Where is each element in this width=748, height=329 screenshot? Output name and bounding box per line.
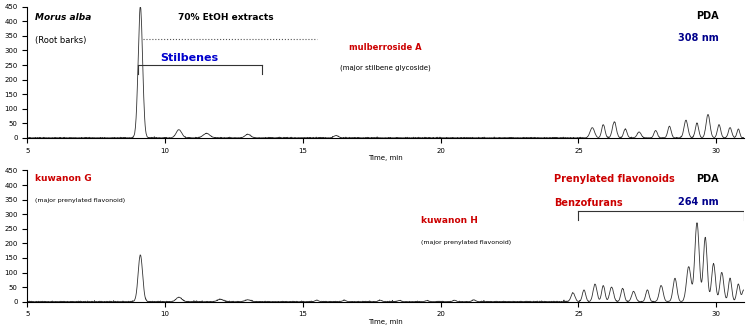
Text: (major prenylated flavonoid): (major prenylated flavonoid) [421, 240, 512, 245]
Text: (major stilbene glycoside): (major stilbene glycoside) [340, 64, 431, 71]
Text: 308 nm: 308 nm [678, 33, 719, 43]
Text: PDA: PDA [696, 11, 719, 21]
Text: PDA: PDA [696, 174, 719, 185]
Text: Stilbenes: Stilbenes [160, 53, 218, 63]
Text: 264 nm: 264 nm [678, 197, 719, 207]
X-axis label: Time, min: Time, min [368, 155, 403, 161]
Text: kuwanon G: kuwanon G [34, 174, 91, 183]
X-axis label: Time, min: Time, min [368, 319, 403, 325]
Text: (major prenylated flavonoid): (major prenylated flavonoid) [34, 198, 125, 203]
Text: Prenylated flavonoids: Prenylated flavonoids [554, 174, 675, 185]
Text: 70% EtOH extracts: 70% EtOH extracts [178, 13, 274, 22]
Text: Benzofurans: Benzofurans [554, 198, 622, 208]
Text: (Root barks): (Root barks) [34, 36, 86, 44]
Text: kuwanon H: kuwanon H [421, 216, 478, 225]
Text: Morus alba: Morus alba [34, 13, 91, 22]
Text: mulberroside A: mulberroside A [349, 43, 422, 52]
